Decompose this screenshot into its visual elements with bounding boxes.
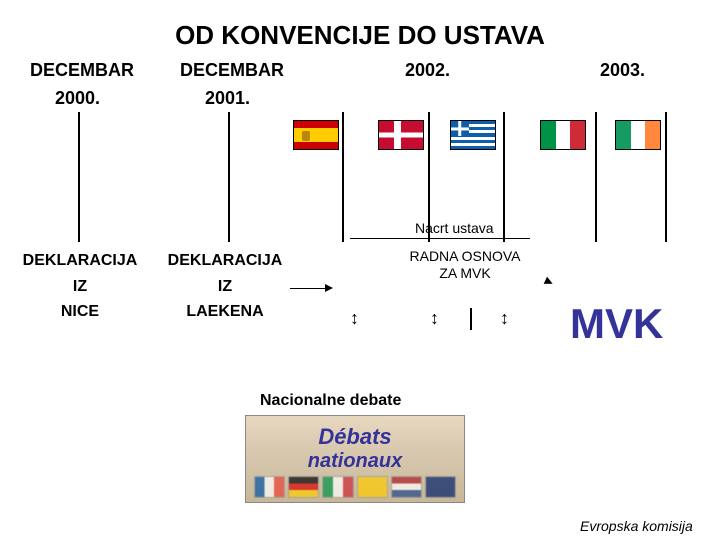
debats-banner: Débats nationaux <box>245 415 465 503</box>
timeline-line-6 <box>665 112 667 242</box>
timeline-line-1 <box>78 112 80 242</box>
debats-flags-row <box>254 476 456 498</box>
col2-header-top: DECEMBAR <box>180 60 284 81</box>
nacrt-label: Nacrt ustava <box>415 220 494 236</box>
col2-header-bot: 2001. <box>205 88 250 109</box>
iz-arrow-line <box>290 288 325 289</box>
col3-header: 2002. <box>405 60 450 81</box>
debats-sub: nationaux <box>246 450 464 473</box>
radna-block: RADNA OSNOVA ZA MVK <box>395 248 535 282</box>
flag-greece <box>450 120 496 150</box>
dbl-arrow-3: ↕ <box>500 308 509 329</box>
nacionalne-label: Nacionalne debate <box>260 392 401 410</box>
dekl1-line3: NICE <box>10 299 150 325</box>
footer-credit: Evropska komisija <box>580 518 693 534</box>
dekl2-line2: IZ <box>155 274 295 300</box>
tick-line <box>470 308 472 330</box>
dekl1-block: DEKLARACIJA IZ NICE <box>10 248 150 325</box>
timeline-line-4 <box>503 112 505 242</box>
iz-arrow <box>325 284 333 292</box>
dekl1-line1: DEKLARACIJA <box>10 248 150 274</box>
flag-spain <box>293 120 339 150</box>
radna-line1: RADNA OSNOVA <box>395 248 535 265</box>
dekl2-block: DEKLARACIJA IZ LAEKENA <box>155 248 295 325</box>
col4-header: 2003. <box>600 60 645 81</box>
radna-line2: ZA MVK <box>395 265 535 282</box>
dbl-arrow-2: ↕ <box>430 308 439 329</box>
flag-denmark <box>378 120 424 150</box>
dekl1-line2: IZ <box>10 274 150 300</box>
timeline-line-5 <box>595 112 597 242</box>
dekl2-line1: DEKLARACIJA <box>155 248 295 274</box>
dbl-arrow-1: ↕ <box>350 308 359 329</box>
debats-title: Débats <box>246 424 464 450</box>
timeline-line-2 <box>228 112 230 242</box>
flag-ireland <box>615 120 661 150</box>
col1-header-bot: 2000. <box>55 88 100 109</box>
dekl2-line3: LAEKENA <box>155 299 295 325</box>
flag-italy <box>540 120 586 150</box>
col1-header-top: DECEMBAR <box>30 60 134 81</box>
timeline-line-2b <box>342 112 344 242</box>
page-title: OD KONVENCIJE DO USTAVA <box>0 20 720 51</box>
radna-arrow <box>544 277 555 288</box>
mvk-label: MVK <box>570 300 663 348</box>
nacrt-line <box>350 238 530 239</box>
